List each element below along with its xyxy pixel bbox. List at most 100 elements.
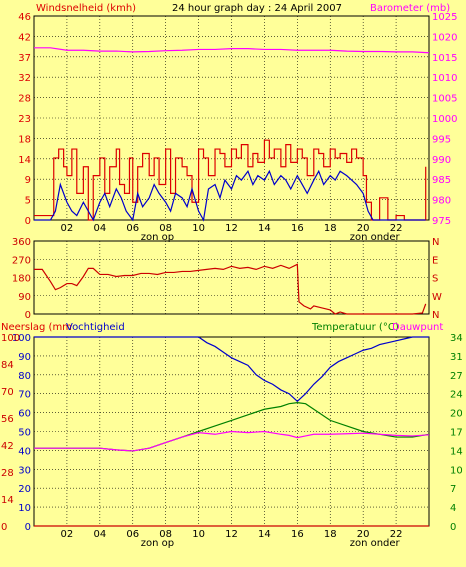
humidity-tick-label: 90 <box>18 352 31 363</box>
rain-tick-label: 84 <box>1 360 14 371</box>
time-tick-label: 16 <box>291 529 304 540</box>
rain-tick-label: 0 <box>1 522 7 533</box>
humidity-tick-label: 0 <box>25 522 31 533</box>
time-tick-label: 18 <box>324 529 337 540</box>
y-tick-label: 42 <box>18 32 31 43</box>
time-tick-label: 18 <box>324 223 337 234</box>
y2-tick-label: 27 <box>450 371 463 382</box>
y-tick-label: 270 <box>12 255 31 266</box>
rain-tick-label: 70 <box>1 387 14 398</box>
time-tick-label: 14 <box>258 529 271 540</box>
rain-tick-label: 100 <box>1 333 20 344</box>
rain-tick-label: 56 <box>1 414 14 425</box>
time-tick-label: 06 <box>126 529 139 540</box>
humidity-tick-label: 100 <box>12 333 31 344</box>
y2-tick-label: 0 <box>450 522 456 533</box>
sunrise-label: zon op <box>141 232 174 243</box>
time-tick-label: 02 <box>61 223 74 234</box>
humidity-tick-label: 20 <box>18 484 31 495</box>
y-tick-label: 32 <box>18 73 31 84</box>
y-tick-label: 14 <box>18 155 31 166</box>
y-tick-label: 23 <box>18 114 31 125</box>
avg-series <box>34 169 426 222</box>
y2-tick-label: 1010 <box>432 73 457 84</box>
time-tick-label: 12 <box>225 223 238 234</box>
y2-tick-label: 1005 <box>432 94 457 105</box>
y2-tick-label: N <box>432 310 439 321</box>
time-tick-label: 04 <box>93 223 106 234</box>
y2-tick-label: 24 <box>450 390 463 401</box>
rain-tick-label: 28 <box>1 468 14 479</box>
humidity-tick-label: 60 <box>18 409 31 420</box>
y2-tick-label: E <box>432 255 438 266</box>
y-tick-label: 180 <box>12 274 31 285</box>
rain-tick-label: 14 <box>1 495 14 506</box>
sunrise-label: zon op <box>141 538 174 549</box>
y2-tick-label: 1020 <box>432 32 457 43</box>
y2-tick-label: 14 <box>450 446 463 457</box>
y2-tick-label: 17 <box>450 428 463 439</box>
y-tick-label: 0 <box>25 310 31 321</box>
humidity-axis-title: Vochtigheid <box>66 322 125 333</box>
time-tick-label: 06 <box>126 223 139 234</box>
y2-tick-label: 7 <box>450 484 456 495</box>
dewpoint-axis-title: Dauwpunt <box>392 322 443 333</box>
time-tick-label: 22 <box>390 223 403 234</box>
time-tick-label: 16 <box>291 223 304 234</box>
y-tick-label: 360 <box>12 237 31 248</box>
y2-tick-label: 980 <box>432 196 451 207</box>
y-tick-label: 18 <box>18 134 31 145</box>
y2-tick-label: 990 <box>432 155 451 166</box>
y2-tick-label: 1025 <box>432 12 457 23</box>
time-tick-label: 02 <box>61 529 74 540</box>
time-tick-label: 08 <box>159 223 172 234</box>
time-tick-label: 22 <box>390 529 403 540</box>
chart-series <box>34 47 430 527</box>
time-tick-label: 10 <box>192 223 205 234</box>
y-tick-label: 37 <box>18 53 31 64</box>
y-tick-label: 5 <box>25 196 31 207</box>
direction-series <box>34 263 427 315</box>
y-tick-label: 9 <box>25 175 31 186</box>
temperature-axis-title: Temperatuur (°C) <box>311 322 399 333</box>
y2-tick-label: 31 <box>450 352 463 363</box>
humidity-tick-label: 40 <box>18 446 31 457</box>
humidity-tick-label: 30 <box>18 465 31 476</box>
humidity-series <box>34 336 429 403</box>
time-tick-label: 20 <box>357 223 370 234</box>
y2-tick-label: 34 <box>450 333 463 344</box>
barometer-series <box>34 47 430 54</box>
y2-tick-label: 985 <box>432 175 451 186</box>
y-tick-label: 46 <box>18 12 31 23</box>
humidity-tick-label: 70 <box>18 390 31 401</box>
rain-tick-label: 42 <box>1 441 14 452</box>
y2-tick-label: 20 <box>450 409 463 420</box>
y2-tick-label: 10 <box>450 465 463 476</box>
humidity-tick-label: 10 <box>18 503 31 514</box>
sunset-label: zon onder <box>350 232 401 243</box>
y2-tick-label: 975 <box>432 216 451 227</box>
wind-axis-title: Windsnelheid (kmh) <box>36 3 136 14</box>
time-tick-label: 20 <box>357 529 370 540</box>
rain-axis-title: Neerslag (mm <box>1 322 72 333</box>
y2-tick-label: N <box>432 237 439 248</box>
humidity-tick-label: 50 <box>18 428 31 439</box>
y2-tick-label: 995 <box>432 134 451 145</box>
dewpoint-series <box>34 430 430 452</box>
y-tick-label: 28 <box>18 94 31 105</box>
time-tick-label: 12 <box>225 529 238 540</box>
y-tick-label: 0 <box>25 216 31 227</box>
time-tick-label: 14 <box>258 223 271 234</box>
chart-title: 24 hour graph day : 24 April 2007 <box>172 3 342 14</box>
sunset-label: zon onder <box>350 538 401 549</box>
y2-tick-label: 1000 <box>432 114 457 125</box>
time-tick-label: 04 <box>93 529 106 540</box>
time-tick-label: 08 <box>159 529 172 540</box>
y2-tick-label: S <box>432 274 438 285</box>
y2-tick-label: W <box>432 292 442 303</box>
barometer-axis-title: Barometer (mb) <box>370 3 450 14</box>
time-tick-label: 10 <box>192 529 205 540</box>
y2-tick-label: 1015 <box>432 53 457 64</box>
